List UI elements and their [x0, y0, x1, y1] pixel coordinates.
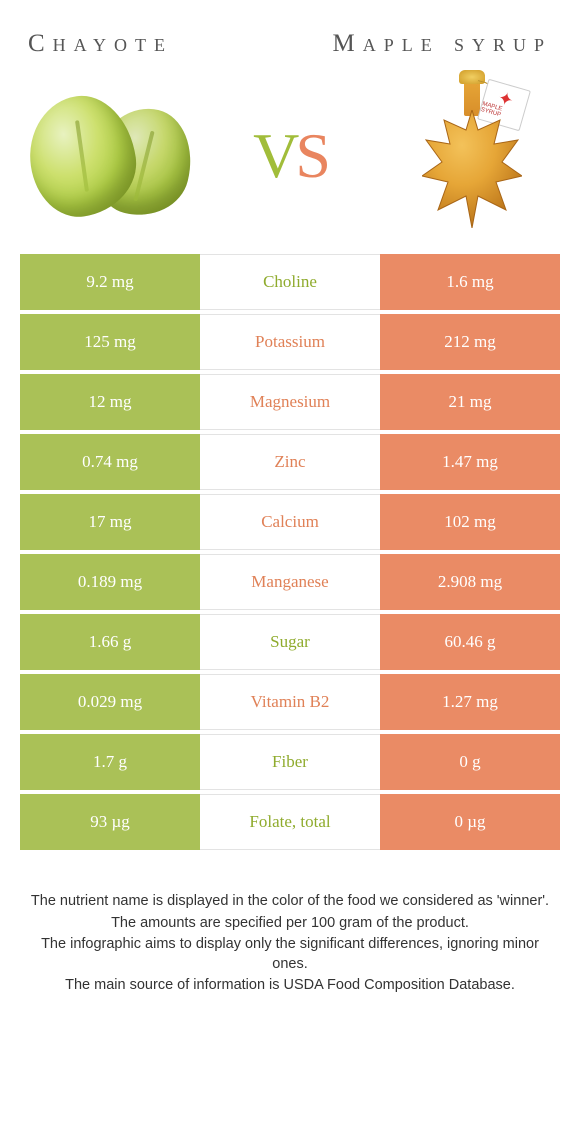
footnote-line: The main source of information is USDA F…: [30, 976, 550, 996]
left-value: 0.74 mg: [20, 434, 200, 490]
left-value: 12 mg: [20, 374, 200, 430]
nutrient-name: Potassium: [200, 314, 380, 370]
table-row: 17 mgCalcium102 mg: [20, 494, 560, 550]
left-value: 0.029 mg: [20, 674, 200, 730]
table-row: 12 mgMagnesium21 mg: [20, 374, 560, 430]
right-food-title: Maple syrup: [332, 30, 552, 58]
table-row: 93 µgFolate, total0 µg: [20, 794, 560, 850]
maple-syrup-icon: ✦ MAPLE SYRUP: [384, 68, 554, 238]
left-food-image: [26, 68, 196, 238]
right-value: 2.908 mg: [380, 554, 560, 610]
left-value: 9.2 mg: [20, 254, 200, 310]
nutrient-name: Magnesium: [200, 374, 380, 430]
left-value: 17 mg: [20, 494, 200, 550]
left-value: 93 µg: [20, 794, 200, 850]
right-value: 1.6 mg: [380, 254, 560, 310]
right-value: 102 mg: [380, 494, 560, 550]
footnote-line: The amounts are specified per 100 gram o…: [30, 914, 550, 934]
comparison-table: 9.2 mgCholine1.6 mg125 mgPotassium212 mg…: [20, 254, 560, 850]
header-titles: Chayote Maple syrup: [20, 12, 560, 62]
right-value: 21 mg: [380, 374, 560, 430]
nutrient-name: Zinc: [200, 434, 380, 490]
left-value: 1.66 g: [20, 614, 200, 670]
table-row: 0.74 mgZinc1.47 mg: [20, 434, 560, 490]
nutrient-name: Manganese: [200, 554, 380, 610]
left-food-title: Chayote: [28, 30, 173, 58]
nutrient-name: Choline: [200, 254, 380, 310]
footnotes: The nutrient name is displayed in the co…: [20, 892, 560, 996]
table-row: 0.029 mgVitamin B21.27 mg: [20, 674, 560, 730]
left-value: 125 mg: [20, 314, 200, 370]
left-value: 1.7 g: [20, 734, 200, 790]
nutrient-name: Fiber: [200, 734, 380, 790]
vs-v: V: [253, 120, 295, 191]
nutrient-name: Folate, total: [200, 794, 380, 850]
table-row: 1.7 gFiber0 g: [20, 734, 560, 790]
left-value: 0.189 mg: [20, 554, 200, 610]
hero-row: VS ✦ MAPLE SYRUP: [20, 62, 560, 252]
nutrient-name: Vitamin B2: [200, 674, 380, 730]
vs-s: S: [295, 120, 327, 191]
footnote-line: The nutrient name is displayed in the co…: [30, 892, 550, 912]
nutrient-name: Calcium: [200, 494, 380, 550]
right-value: 212 mg: [380, 314, 560, 370]
right-value: 1.27 mg: [380, 674, 560, 730]
right-value: 0 µg: [380, 794, 560, 850]
right-value: 60.46 g: [380, 614, 560, 670]
table-row: 9.2 mgCholine1.6 mg: [20, 254, 560, 310]
right-food-image: ✦ MAPLE SYRUP: [384, 68, 554, 238]
nutrient-name: Sugar: [200, 614, 380, 670]
footnote-line: The infographic aims to display only the…: [30, 935, 550, 974]
table-row: 1.66 gSugar60.46 g: [20, 614, 560, 670]
table-row: 0.189 mgManganese2.908 mg: [20, 554, 560, 610]
chayote-icon: [26, 68, 196, 238]
right-value: 0 g: [380, 734, 560, 790]
vs-label: VS: [253, 118, 327, 188]
table-row: 125 mgPotassium212 mg: [20, 314, 560, 370]
right-value: 1.47 mg: [380, 434, 560, 490]
